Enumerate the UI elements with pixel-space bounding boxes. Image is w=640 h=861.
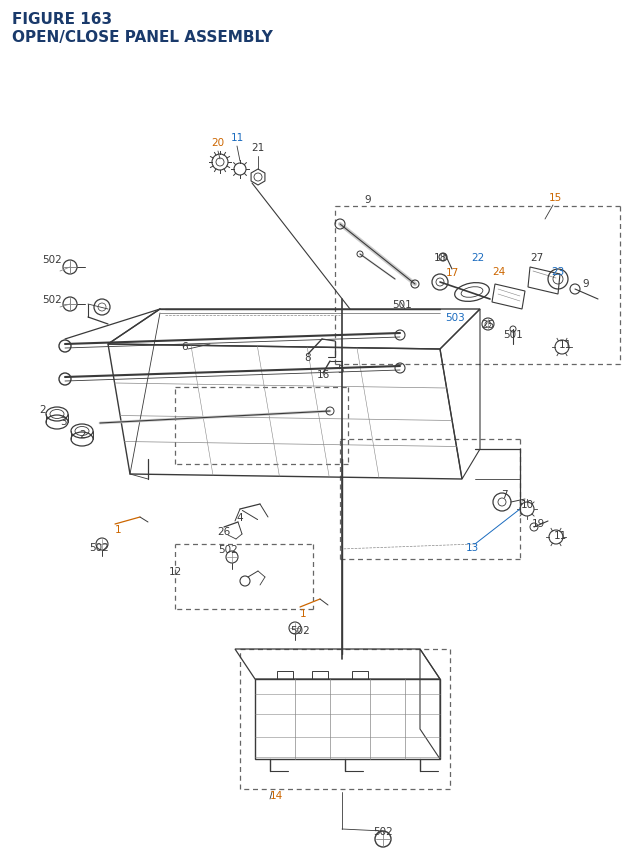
Text: 503: 503 — [445, 313, 465, 323]
Text: 9: 9 — [365, 195, 371, 205]
Text: 11: 11 — [558, 339, 572, 350]
Text: 501: 501 — [503, 330, 523, 339]
Text: 21: 21 — [252, 143, 264, 152]
Text: 22: 22 — [472, 253, 484, 263]
Text: 501: 501 — [392, 300, 412, 310]
Text: 17: 17 — [445, 268, 459, 278]
Text: 26: 26 — [218, 526, 230, 536]
Text: 13: 13 — [465, 542, 479, 553]
Text: 25: 25 — [481, 319, 495, 330]
Text: 16: 16 — [316, 369, 330, 380]
Text: 502: 502 — [373, 826, 393, 836]
Text: 502: 502 — [290, 625, 310, 635]
Text: 7: 7 — [500, 489, 508, 499]
Text: 11: 11 — [230, 133, 244, 143]
Text: 502: 502 — [42, 294, 61, 305]
Text: 5: 5 — [337, 364, 343, 375]
Text: OPEN/CLOSE PANEL ASSEMBLY: OPEN/CLOSE PANEL ASSEMBLY — [12, 30, 273, 45]
Text: 10: 10 — [520, 499, 534, 510]
Text: 3: 3 — [60, 417, 67, 426]
Text: 27: 27 — [531, 253, 543, 263]
Text: FIGURE 163: FIGURE 163 — [12, 12, 112, 27]
Text: 19: 19 — [531, 518, 545, 529]
Text: 8: 8 — [305, 353, 311, 362]
FancyArrowPatch shape — [243, 511, 258, 520]
Text: 11: 11 — [554, 530, 566, 541]
Text: 6: 6 — [182, 342, 188, 351]
Text: 1: 1 — [300, 608, 307, 618]
Text: 2: 2 — [80, 430, 86, 439]
Text: 4: 4 — [237, 512, 243, 523]
Text: 14: 14 — [269, 790, 283, 800]
Text: 15: 15 — [548, 193, 562, 202]
Text: 2: 2 — [40, 405, 46, 414]
Text: 502: 502 — [89, 542, 109, 553]
Text: 24: 24 — [492, 267, 506, 276]
Text: 9: 9 — [582, 279, 589, 288]
Text: 12: 12 — [168, 567, 182, 576]
Text: 502: 502 — [42, 255, 61, 264]
Text: 18: 18 — [433, 253, 447, 263]
Text: 502: 502 — [218, 544, 238, 554]
Text: 1: 1 — [115, 524, 122, 535]
Text: 20: 20 — [211, 138, 225, 148]
Text: 23: 23 — [552, 267, 564, 276]
